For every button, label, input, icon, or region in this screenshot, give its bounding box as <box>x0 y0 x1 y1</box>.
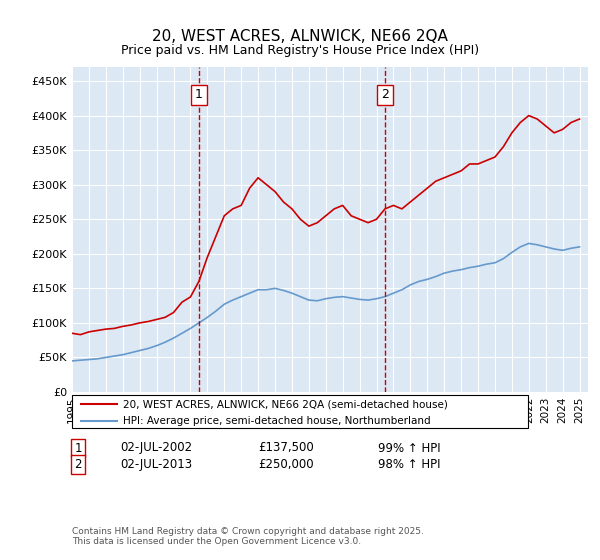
Text: 1: 1 <box>74 441 82 455</box>
Text: 20, WEST ACRES, ALNWICK, NE66 2QA: 20, WEST ACRES, ALNWICK, NE66 2QA <box>152 29 448 44</box>
Text: 2: 2 <box>381 88 389 101</box>
Text: 02-JUL-2013: 02-JUL-2013 <box>120 458 192 472</box>
Text: 02-JUL-2002: 02-JUL-2002 <box>120 441 192 455</box>
Text: £137,500: £137,500 <box>258 441 314 455</box>
Text: Price paid vs. HM Land Registry's House Price Index (HPI): Price paid vs. HM Land Registry's House … <box>121 44 479 57</box>
Text: HPI: Average price, semi-detached house, Northumberland: HPI: Average price, semi-detached house,… <box>126 416 434 426</box>
Text: 1: 1 <box>195 88 203 101</box>
Text: 20, WEST ACRES, ALNWICK, NE66 2QA (semi-detached house): 20, WEST ACRES, ALNWICK, NE66 2QA (semi-… <box>123 399 448 409</box>
Text: 98% ↑ HPI: 98% ↑ HPI <box>378 458 440 472</box>
Text: 99% ↑ HPI: 99% ↑ HPI <box>378 441 440 455</box>
Text: £250,000: £250,000 <box>258 458 314 472</box>
Text: 20, WEST ACRES, ALNWICK, NE66 2QA (semi-detached house): 20, WEST ACRES, ALNWICK, NE66 2QA (semi-… <box>126 399 451 409</box>
Text: Contains HM Land Registry data © Crown copyright and database right 2025.
This d: Contains HM Land Registry data © Crown c… <box>72 526 424 546</box>
Text: 2: 2 <box>74 458 82 472</box>
Text: HPI: Average price, semi-detached house, Northumberland: HPI: Average price, semi-detached house,… <box>123 416 431 426</box>
